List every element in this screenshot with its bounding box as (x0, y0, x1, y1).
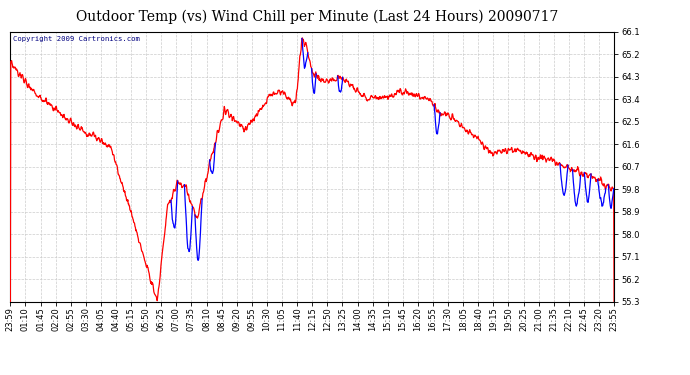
Text: Copyright 2009 Cartronics.com: Copyright 2009 Cartronics.com (13, 36, 140, 42)
Text: Outdoor Temp (vs) Wind Chill per Minute (Last 24 Hours) 20090717: Outdoor Temp (vs) Wind Chill per Minute … (76, 9, 559, 24)
